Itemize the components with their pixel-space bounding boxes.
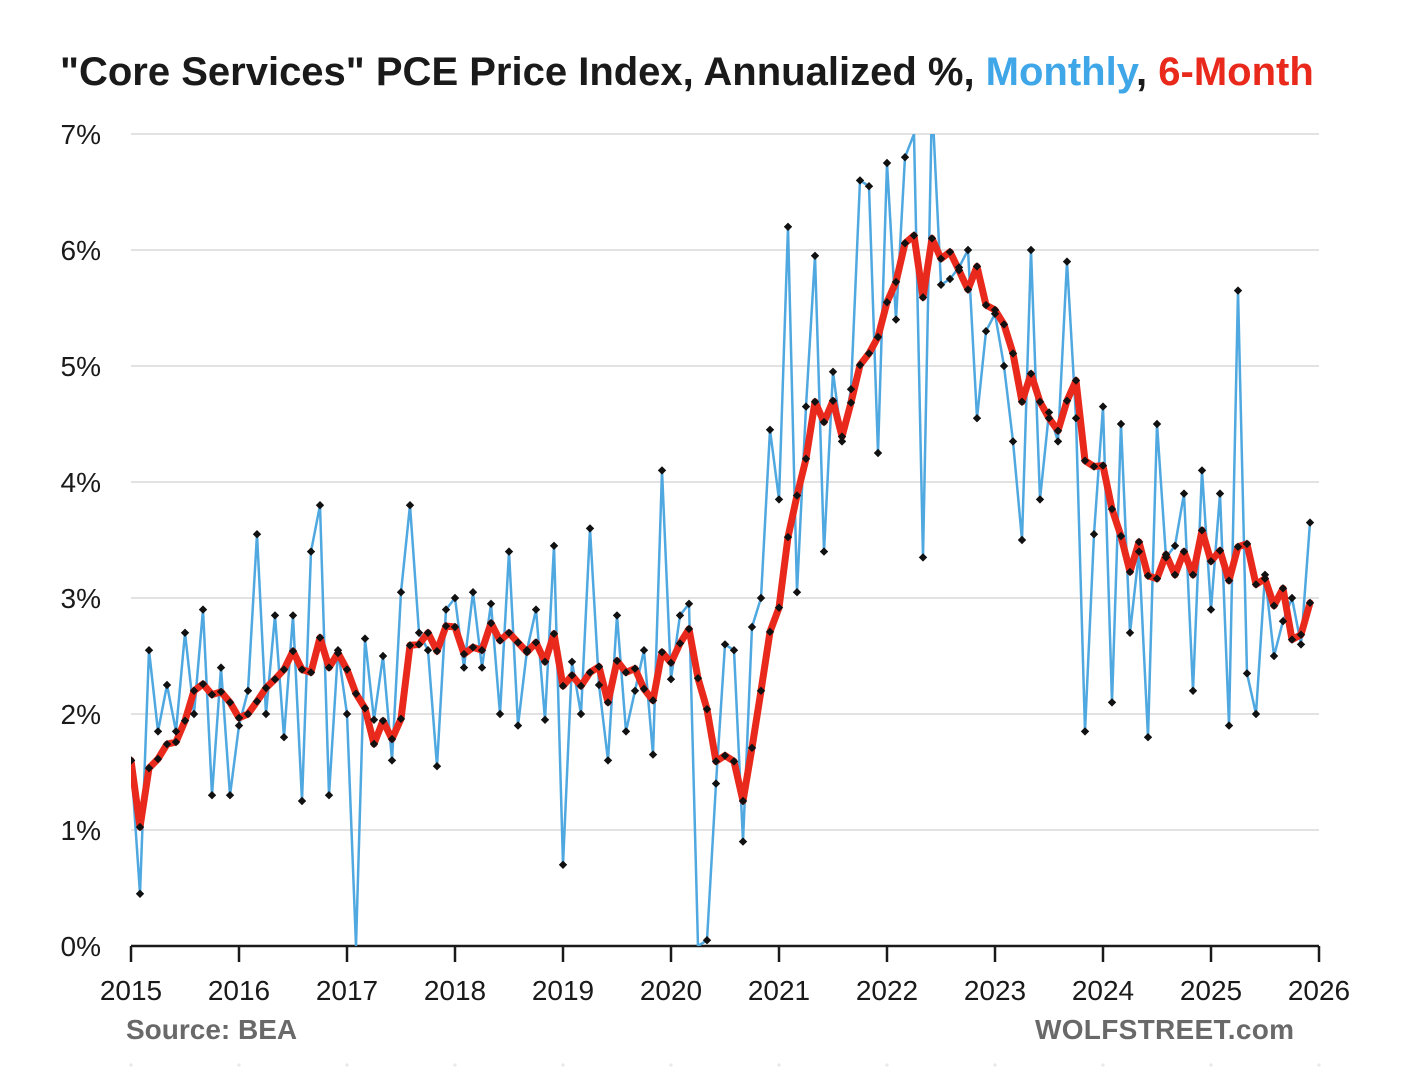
svg-text:2021: 2021 xyxy=(748,975,810,1006)
svg-text:2025: 2025 xyxy=(1180,975,1242,1006)
svg-text:7%: 7% xyxy=(61,119,101,150)
svg-text:2020: 2020 xyxy=(640,975,702,1006)
svg-text:1%: 1% xyxy=(61,815,101,846)
svg-text:2015: 2015 xyxy=(100,975,162,1006)
svg-text:0%: 0% xyxy=(61,931,101,962)
svg-text:4%: 4% xyxy=(61,467,101,498)
svg-text:6%: 6% xyxy=(61,235,101,266)
svg-text:5%: 5% xyxy=(61,351,101,382)
svg-text:2017: 2017 xyxy=(316,975,378,1006)
svg-text:2016: 2016 xyxy=(208,975,270,1006)
svg-text:2024: 2024 xyxy=(1072,975,1134,1006)
svg-text:2018: 2018 xyxy=(424,975,486,1006)
svg-text:2019: 2019 xyxy=(532,975,594,1006)
svg-text:3%: 3% xyxy=(61,583,101,614)
svg-text:2023: 2023 xyxy=(964,975,1026,1006)
svg-text:2%: 2% xyxy=(61,699,101,730)
svg-text:2022: 2022 xyxy=(856,975,918,1006)
svg-text:2026: 2026 xyxy=(1288,975,1350,1006)
